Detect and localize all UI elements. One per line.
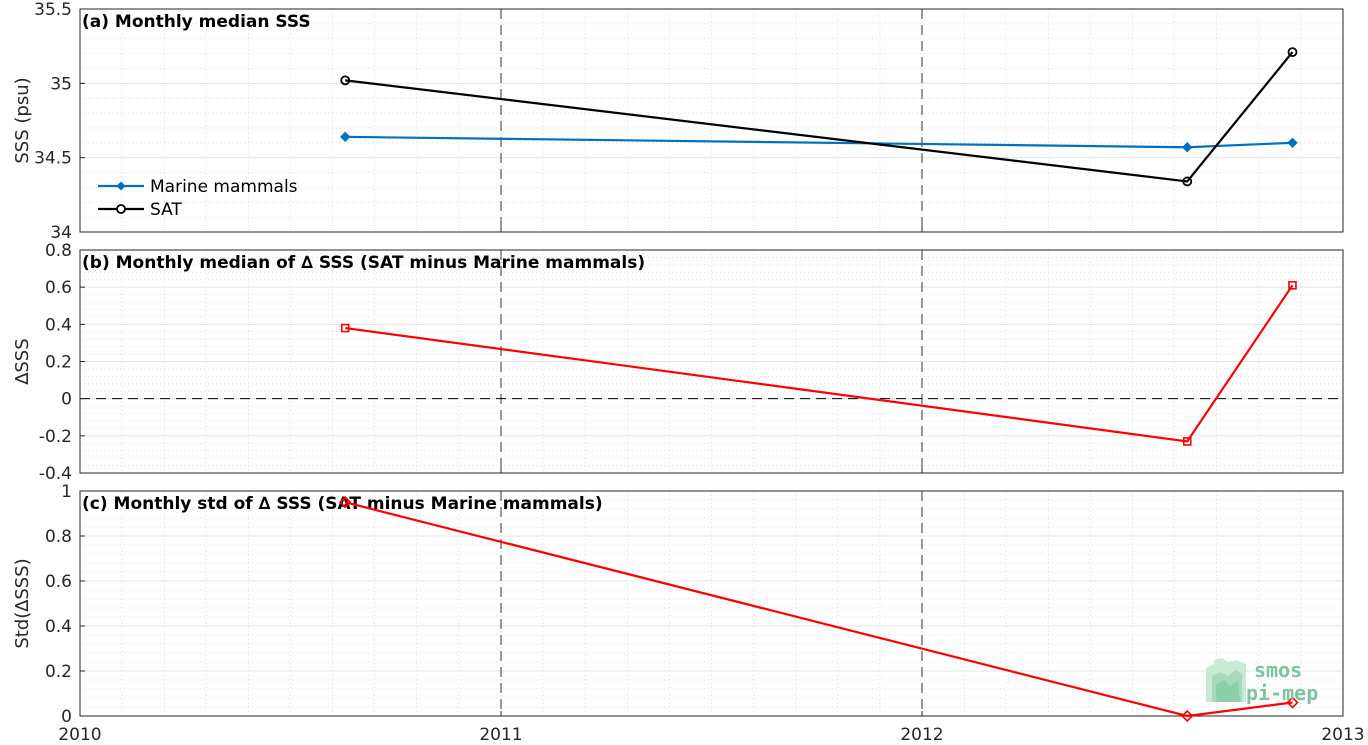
y-tick-label: 0.4 (45, 617, 72, 637)
panel-title: (b) Monthly median of ∆ SSS (SAT minus M… (82, 253, 645, 273)
data-point (339, 496, 352, 509)
data-point (1287, 47, 1298, 58)
data-point (1288, 281, 1297, 290)
y-tick-label: -0.2 (39, 427, 72, 447)
y-axis-label: Std(∆SSS) (12, 558, 33, 648)
y-tick-label: 0 (61, 707, 72, 727)
series-line (345, 51, 1294, 183)
panel-a: 34 34.5 35 35.5 SSS (psu) (a) Monthly median … (12, 0, 1344, 243)
series-marine-mammals (340, 131, 1298, 153)
legend-marker (116, 181, 126, 191)
y-tick-label: -0.4 (39, 464, 72, 484)
data-point (1182, 142, 1193, 153)
y-tick-label: 0.6 (45, 572, 72, 592)
y-tick-label: 0.8 (45, 527, 72, 547)
data-point (1182, 176, 1193, 187)
legend-label: SAT (150, 200, 182, 220)
x-tick-label: 2010 (58, 725, 101, 745)
y-axis-label: SSS (psu) (12, 77, 33, 163)
y-tick-label: 0.2 (45, 353, 72, 373)
data-point (340, 323, 350, 333)
y-tick-label: 1 (61, 482, 72, 502)
series-delta-sss (340, 281, 1297, 446)
data-point (1287, 137, 1298, 149)
y-tick-label: 35 (50, 74, 72, 94)
axes-frame (79, 8, 1344, 233)
axes-frame (79, 490, 1344, 717)
legend: Marine mammals SAT (98, 177, 298, 220)
x-tick-label: 2011 (479, 725, 522, 745)
data-point (1286, 696, 1299, 709)
x-tick-label: 2013 (1321, 725, 1364, 745)
panel-b: -0.4 -0.2 0 0.2 0.4 0.6 0.8 ∆SSS (b) Monthly med… (12, 241, 1344, 484)
y-tick-label: 0.4 (45, 315, 72, 335)
y-axis-label: ∆SSS (12, 338, 33, 385)
y-tick-label: 35.5 (34, 0, 72, 20)
y-tick-label: 0.2 (45, 662, 72, 682)
legend-marker (116, 204, 126, 214)
smos-pi-mep-logo: smos pi-mep (1206, 658, 1318, 705)
legend-label: Marine mammals (150, 177, 298, 197)
panel-title: (a) Monthly median SSS (82, 12, 311, 32)
plot-area (80, 9, 1343, 232)
series-sat (340, 47, 1298, 187)
data-point (1181, 709, 1194, 723)
y-tick-label: 34 (50, 223, 72, 243)
logo-line-2: pi-mep (1246, 681, 1318, 705)
data-point (1182, 437, 1192, 446)
series-delta-sss (339, 496, 1299, 723)
data-point (340, 75, 351, 86)
y-tick-label: 0.8 (45, 241, 72, 261)
y-tick-label: 34.5 (34, 149, 72, 169)
data-point (340, 131, 351, 143)
logo-line-1: smos (1254, 658, 1302, 682)
y-tick-label: 0 (61, 390, 72, 410)
series-line (344, 501, 1293, 718)
x-tick-label: 2012 (900, 725, 943, 745)
y-tick-label: 0.6 (45, 278, 72, 298)
series-line (345, 284, 1294, 443)
